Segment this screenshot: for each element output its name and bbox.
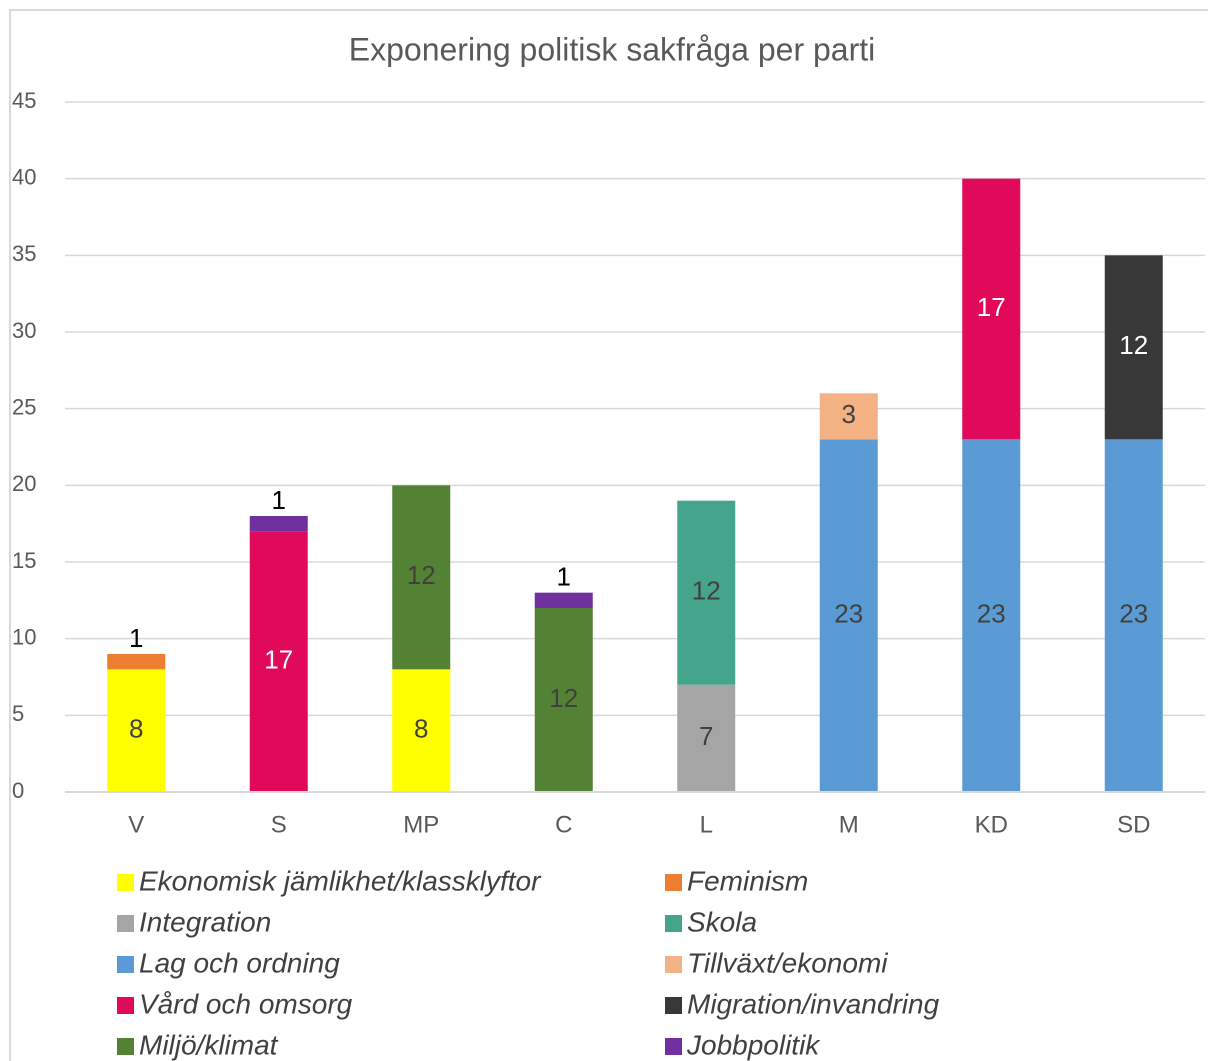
bar-segment: [249, 516, 308, 532]
bar-segment: [534, 608, 593, 792]
bar-segment: [107, 669, 166, 792]
data-label: 23: [977, 599, 1006, 629]
x-tick-label: V: [128, 811, 144, 838]
y-tick-label: 20: [12, 471, 36, 496]
y-tick-label: 10: [12, 624, 36, 649]
legend-swatch: [665, 997, 682, 1014]
bar-segment: [677, 500, 736, 685]
chart-frame: [9, 9, 1208, 1061]
legend-label: Ekonomisk jämlikhet/klassklyftor: [139, 865, 542, 896]
legend-label: Tillväxt/ekonomi: [687, 947, 888, 978]
legend-swatch: [117, 1038, 134, 1055]
bar-segment: [962, 439, 1021, 792]
legend-label: Jobbpolitik: [686, 1029, 821, 1060]
bar-segment: [1104, 255, 1163, 440]
y-tick-label: 30: [12, 318, 36, 343]
data-label: 8: [129, 714, 143, 744]
legend-swatch: [665, 915, 682, 932]
y-tick-label: 25: [12, 394, 36, 419]
legend-label: Integration: [139, 906, 271, 937]
legend-label: Miljö/klimat: [139, 1029, 279, 1060]
legend-swatch: [665, 874, 682, 891]
x-tick-label: C: [555, 811, 572, 838]
data-label: 17: [264, 645, 293, 675]
data-label: 12: [692, 576, 721, 606]
legend-label: Vård och omsorg: [139, 988, 353, 1019]
data-label: 23: [1119, 599, 1148, 629]
bar-segment: [392, 485, 451, 670]
legend-label: Feminism: [687, 865, 808, 896]
data-label: 8: [414, 714, 428, 744]
data-label: 17: [977, 292, 1006, 322]
y-tick-label: 40: [12, 164, 36, 189]
data-label: 1: [557, 562, 571, 592]
data-label: 12: [407, 560, 436, 590]
bar-segment: [962, 178, 1021, 440]
x-tick-label: MP: [403, 811, 439, 838]
data-label: 12: [1119, 330, 1148, 360]
bar-segment: [819, 439, 878, 792]
data-label: 23: [834, 599, 863, 629]
data-label: 3: [842, 399, 856, 429]
x-tick-label: KD: [975, 811, 1008, 838]
legend-label: Lag och ordning: [139, 947, 340, 978]
x-tick-label: L: [700, 811, 713, 838]
bar-segment: [1104, 439, 1163, 792]
data-label: 12: [549, 683, 578, 713]
bar-segment: [249, 531, 308, 792]
legend-swatch: [117, 997, 134, 1014]
chart-title: Exponering politisk sakfråga per parti: [349, 31, 876, 67]
data-label: 1: [129, 623, 143, 653]
data-label: 1: [272, 485, 286, 515]
bar-segment: [392, 669, 451, 792]
y-tick-label: 35: [12, 241, 36, 266]
bar-segment: [534, 592, 593, 608]
y-tick-label: 15: [12, 548, 36, 573]
bar-segment: [677, 684, 736, 792]
legend-swatch: [117, 915, 134, 932]
legend-swatch: [117, 956, 134, 973]
legend-label: Migration/invandring: [687, 988, 940, 1019]
y-tick-label: 0: [12, 778, 24, 803]
x-tick-label: M: [839, 811, 859, 838]
legend-swatch: [665, 956, 682, 973]
y-tick-label: 5: [12, 701, 24, 726]
legend-label: Skola: [687, 906, 757, 937]
bar-segment: [819, 393, 878, 440]
legend-swatch: [117, 874, 134, 891]
bar-segment: [107, 654, 166, 670]
x-tick-label: SD: [1117, 811, 1150, 838]
legend-swatch: [665, 1038, 682, 1055]
x-tick-label: S: [271, 811, 287, 838]
y-tick-label: 45: [12, 88, 36, 113]
data-label: 7: [699, 721, 713, 751]
